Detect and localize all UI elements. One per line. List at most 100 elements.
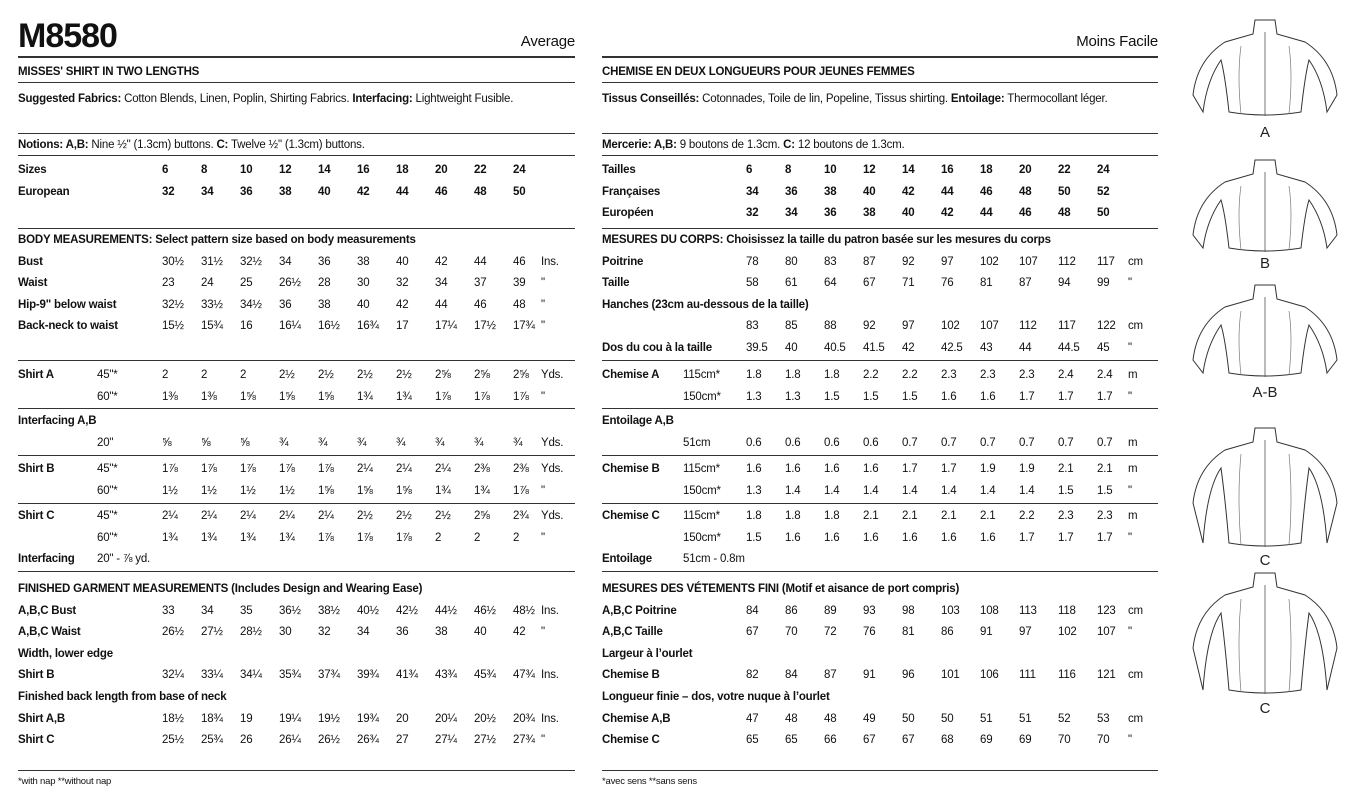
cell: 16 <box>240 320 253 333</box>
cell: 36 <box>240 185 253 198</box>
cell: 89 <box>824 604 837 617</box>
cell: 20½ <box>474 712 496 725</box>
cell: 1.6 <box>980 531 996 544</box>
cell: 1⅞ <box>201 463 217 475</box>
cell: 52 <box>1058 712 1071 725</box>
cell: 33½ <box>201 298 223 311</box>
cell: 12 <box>863 164 876 176</box>
cell: 26¼ <box>279 734 301 747</box>
cell: 34 <box>279 255 292 268</box>
cell: 1¾ <box>240 531 256 544</box>
cell: 81 <box>980 277 993 290</box>
unit: m <box>1128 369 1138 381</box>
cell: 44½ <box>435 604 457 617</box>
cell: 1.8 <box>824 369 840 381</box>
rule <box>18 455 575 456</box>
cell: 1⅜ <box>201 390 217 403</box>
cell: 67 <box>746 626 759 639</box>
cell: 44 <box>396 185 409 198</box>
cell: 16¾ <box>357 320 379 333</box>
cell: 34 <box>746 185 759 198</box>
row-label: Shirt B <box>18 669 55 682</box>
cell: 26¾ <box>357 734 379 747</box>
cell: 20 <box>435 164 448 176</box>
unit: " <box>541 734 545 747</box>
rule <box>18 571 575 572</box>
cell: 1⅞ <box>513 484 529 497</box>
cell: 32 <box>396 277 409 290</box>
cell: 117 <box>1058 320 1076 333</box>
bold-text: Entoilage: <box>950 92 1005 105</box>
sub-label: 51cm - 0.8m <box>683 553 745 566</box>
row-label: Shirt A <box>18 369 54 381</box>
cell: 1⅝ <box>240 390 256 403</box>
seam <box>1238 598 1292 693</box>
cell: 113 <box>1019 604 1037 617</box>
heading: MESURES DES VÉTEMENTS FINI (Motif et ais… <box>602 583 960 595</box>
paragraph: Mercerie: A,B: 9 boutons de 1.3cm. C: 12… <box>602 135 1158 156</box>
rule <box>18 56 575 58</box>
bold-text: C: <box>216 138 229 151</box>
heading: Longueur finie – dos, votre nuque à l’ou… <box>602 691 830 703</box>
cell: 40 <box>902 207 915 220</box>
footnote: *avec sens **sans sens <box>602 776 697 787</box>
cell: 38 <box>357 255 370 268</box>
cell: 86 <box>941 626 954 639</box>
view-label: C <box>1260 700 1271 717</box>
cell: 17½ <box>474 320 496 333</box>
unit: " <box>1128 342 1132 354</box>
cell: 2¼ <box>396 463 412 475</box>
cell: 10 <box>240 164 253 176</box>
cell: 1½ <box>240 484 256 497</box>
cell: 46 <box>1019 207 1032 220</box>
cell: 2.3 <box>1058 510 1074 522</box>
sub-label: 20" - ⅞ yd. <box>97 553 151 566</box>
cell: 19¾ <box>357 712 379 725</box>
bold-text: Suggested Fabrics: <box>18 92 122 105</box>
cell: 1.7 <box>902 463 918 475</box>
sub-label: 115cm* <box>683 463 720 475</box>
unit: cm <box>1128 669 1143 682</box>
cell: 1.7 <box>1019 390 1035 403</box>
cell: 1.3 <box>746 484 762 497</box>
row-label: Shirt C <box>18 734 55 747</box>
unit: " <box>1128 626 1132 639</box>
row-label: A,B,C Taille <box>602 626 663 639</box>
cell: 1.7 <box>1097 531 1113 544</box>
cell: 27½ <box>474 734 496 747</box>
cell: 1¾ <box>474 484 490 497</box>
shirt-outline <box>1192 427 1338 547</box>
cell: 32¼ <box>162 669 184 682</box>
cell: 50 <box>1097 207 1110 220</box>
shirt-outline <box>1192 284 1338 377</box>
cell: 42 <box>902 342 915 354</box>
cell: 2½ <box>396 369 412 381</box>
cell: 1.9 <box>1019 463 1035 475</box>
cell: 34 <box>201 185 214 198</box>
cell: 42 <box>941 207 954 220</box>
cell: 15¾ <box>201 320 223 333</box>
row-label: Interfacing <box>18 553 75 566</box>
sub-label: 115cm* <box>683 369 720 381</box>
cell: 1.7 <box>1058 390 1074 403</box>
row-label: A,B,C Bust <box>18 604 77 617</box>
cell: 1.6 <box>746 463 762 475</box>
seam <box>1238 453 1292 546</box>
cell: 41.5 <box>863 342 885 354</box>
cell: 1.5 <box>902 390 918 403</box>
cell: 2¼ <box>357 463 373 475</box>
heading: Largeur à l’ourlet <box>602 647 693 660</box>
cell: 51 <box>1019 712 1032 725</box>
unit: Yds. <box>541 463 564 475</box>
unit: m <box>1128 463 1138 475</box>
cell: 2½ <box>435 510 451 522</box>
cell: 108 <box>980 604 999 617</box>
cell: 1.6 <box>785 531 801 544</box>
seam <box>1238 310 1292 376</box>
cell: 47 <box>746 712 759 725</box>
cell: 18 <box>980 164 993 176</box>
cell: 34¼ <box>240 669 262 682</box>
rule <box>602 408 1158 409</box>
cell: 2 <box>435 531 442 544</box>
cell: 27¾ <box>513 734 535 747</box>
